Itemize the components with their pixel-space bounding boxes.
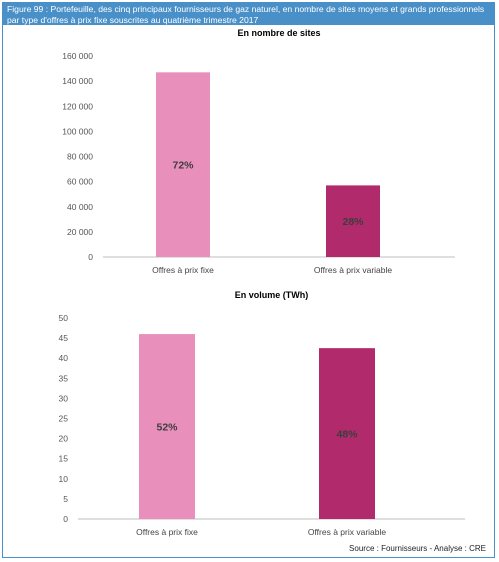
- chart1-y-tick-label: 140 000: [62, 76, 93, 86]
- chart1-title: En nombre de sites: [237, 28, 320, 38]
- chart1-bar-1: [156, 72, 210, 257]
- chart2-data-label-2: 48%: [336, 429, 358, 441]
- figure-caption: Figure 99 : Portefeuille, des cinq princ…: [3, 3, 494, 25]
- chart1-y-tick-label: 20 000: [67, 227, 93, 237]
- charts-canvas: En nombre de sites 0 20 000 40 000 60 000 80 …: [59, 28, 465, 537]
- chart2-y-tick-label: 25: [59, 414, 69, 424]
- chart2-y-tick-label: 35: [59, 373, 69, 383]
- chart2-y-tick-label: 0: [63, 514, 68, 524]
- chart1-category-label-2: Offres à prix variable: [314, 265, 393, 275]
- chart2-data-label-1: 52%: [156, 422, 178, 434]
- source-note: Source : Fournisseurs - Analyse : CRE: [349, 544, 486, 553]
- chart2-y-tick-label: 30: [59, 393, 69, 403]
- chart1-data-label-1: 72%: [172, 160, 194, 172]
- chart2-y-tick-label: 10: [59, 474, 69, 484]
- chart2-y-tick-label: 5: [63, 494, 68, 504]
- chart2-bar-2: [319, 348, 375, 519]
- chart2-y-tick-label: 20: [59, 434, 69, 444]
- chart1-y-tick-label: 40 000: [67, 202, 93, 212]
- chart1-category-label-1: Offres à prix fixe: [152, 265, 214, 275]
- chart1-y-tick-label: 0: [88, 252, 93, 262]
- chart1-data-label-2: 28%: [342, 216, 364, 228]
- chart2-title: En volume (TWh): [235, 290, 309, 300]
- chart2-y-tick-label: 45: [59, 333, 69, 343]
- chart1-bar-2: [326, 185, 380, 257]
- chart1-y-tick-label: 160 000: [62, 51, 93, 61]
- chart2-bar-1: [139, 334, 195, 519]
- chart1-y-tick-label: 100 000: [62, 126, 93, 136]
- chart2-category-label-1: Offres à prix fixe: [136, 527, 198, 537]
- figure-frame: Figure 99 : Portefeuille, des cinq princ…: [2, 2, 495, 558]
- chart2-category-label-2: Offres à prix variable: [308, 527, 387, 537]
- chart1-y-tick-label: 120 000: [62, 101, 93, 111]
- chart2-y-tick-label: 50: [59, 313, 69, 323]
- chart1-y-tick-label: 80 000: [67, 152, 93, 162]
- chart2-y-tick-label: 15: [59, 454, 69, 464]
- chart2-y-tick-label: 40: [59, 353, 69, 363]
- chart1-y-tick-label: 60 000: [67, 177, 93, 187]
